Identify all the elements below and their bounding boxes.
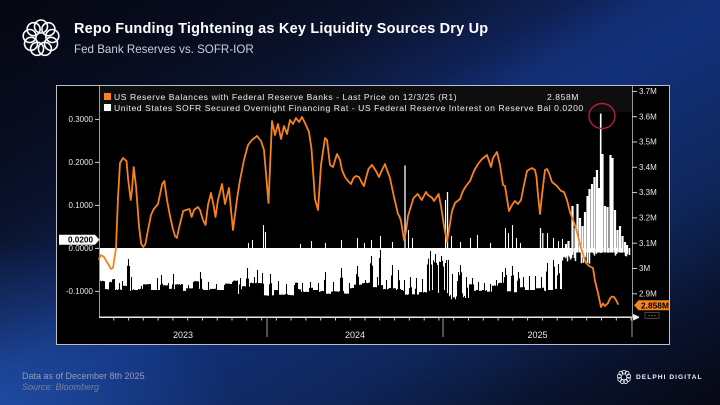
svg-text:-0.1000: -0.1000: [66, 287, 94, 296]
svg-text:2.858M: 2.858M: [641, 300, 669, 310]
svg-text:US Reserve Balances with Feder: US Reserve Balances with Federal Reserve…: [114, 92, 457, 102]
svg-text:2025: 2025: [527, 330, 547, 340]
svg-text:2024: 2024: [345, 330, 365, 340]
svg-text:2023: 2023: [173, 330, 193, 340]
svg-text:3M: 3M: [639, 264, 650, 273]
svg-text:0.1000: 0.1000: [69, 201, 94, 210]
svg-text:3.6M: 3.6M: [639, 112, 657, 121]
svg-text:United States SOFR Secured Ove: United States SOFR Secured Overnight Fin…: [114, 103, 584, 113]
svg-text:3.4M: 3.4M: [639, 163, 657, 172]
svg-text:3.7M: 3.7M: [639, 87, 657, 96]
svg-text:3.5M: 3.5M: [639, 138, 657, 147]
svg-text:0.3000: 0.3000: [69, 115, 94, 124]
svg-text:3.1M: 3.1M: [639, 239, 657, 248]
svg-text:2.858M: 2.858M: [547, 92, 579, 102]
svg-text:0.0200: 0.0200: [68, 236, 93, 245]
svg-text:0.2000: 0.2000: [69, 158, 94, 167]
svg-text:3.3M: 3.3M: [639, 188, 657, 197]
svg-text:2.9M: 2.9M: [639, 289, 657, 298]
svg-text:3.2M: 3.2M: [639, 214, 657, 223]
svg-text:0.0000: 0.0000: [69, 244, 94, 253]
